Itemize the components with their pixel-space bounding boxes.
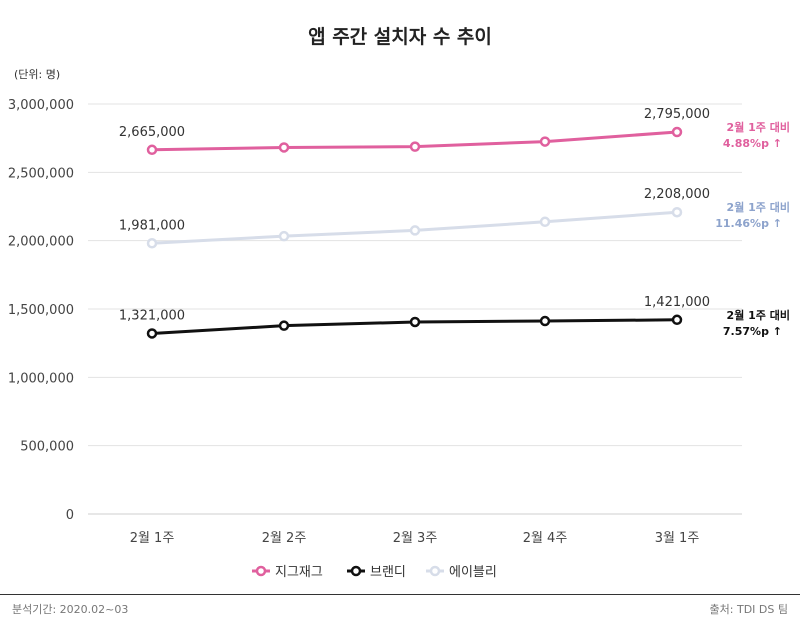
unit-label: (단위: 명) (14, 68, 61, 81)
data-label-last-brandi: 1,421,000 (644, 295, 710, 310)
legend-marker-brandi (350, 565, 362, 577)
series-ably (146, 206, 683, 249)
data-label-first-zigzag: 2,665,000 (119, 125, 185, 140)
data-label-last-zigzag: 2,795,000 (644, 107, 710, 122)
y-axis-ticks: 0 500,000 1,000,000 1,500,000 2,000,000 2,500… (8, 98, 74, 523)
analysis-period: 분석기간: 2020.02~03 (12, 603, 129, 616)
data-label-first-ably: 1,981,000 (119, 218, 185, 233)
y-tick-label: 3,000,000 (8, 98, 74, 113)
legend-label-brandi: 브랜디 (370, 565, 406, 580)
data-label-first-brandi: 1,321,000 (119, 308, 185, 323)
data-point-zigzag (409, 141, 421, 152)
y-tick-label: 500,000 (20, 440, 74, 455)
change-note-ably: 2월 1주 대비 (727, 200, 790, 214)
data-point-brandi (671, 314, 683, 326)
x-tick-label: 3월 1주 (655, 531, 700, 546)
change-notes: 2월 1주 대비 4.88%p ↑ 2월 1주 대비 11.46%p ↑ 2월 1주 대… (715, 120, 790, 338)
x-axis-ticks: 2월 1주 2월 2주 2월 3주 2월 4주 3월 1주 (130, 531, 700, 546)
change-note-value-ably: 11.46%p ↑ (715, 217, 782, 230)
change-note-zigzag: 2월 1주 대비 (727, 120, 790, 134)
x-tick-label: 2월 1주 (130, 531, 175, 546)
x-tick-label: 2월 4주 (523, 531, 568, 546)
data-point-brandi (278, 320, 290, 331)
legend-item-ably: 에이블리 (426, 565, 497, 580)
legend-label-ably: 에이블리 (449, 565, 497, 580)
y-tick-label: 1,000,000 (8, 371, 74, 386)
legend-item-brandi: 브랜디 (347, 565, 406, 580)
legend-marker-ably (429, 565, 441, 577)
data-point-ably (278, 230, 290, 242)
data-point-zigzag (146, 144, 158, 156)
grid-layer (88, 103, 742, 515)
y-tick-label: 0 (66, 508, 74, 523)
series-brandi (146, 314, 683, 339)
data-point-ably (539, 216, 551, 228)
data-point-zigzag (539, 136, 551, 147)
change-note-value-brandi: 7.57%p ↑ (723, 325, 782, 338)
data-point-ably (409, 225, 421, 236)
data-point-zigzag (671, 126, 683, 138)
series-zigzag (146, 126, 683, 156)
legend-marker-zigzag (255, 565, 267, 577)
x-tick-label: 2월 3주 (393, 531, 438, 546)
data-label-last-ably: 2,208,000 (644, 187, 710, 202)
series-layer (146, 126, 683, 339)
y-tick-label: 1,500,000 (8, 303, 74, 318)
data-point-zigzag (278, 142, 290, 153)
footer: 분석기간: 2020.02~03 출처: TDI DS 팀 (0, 594, 800, 631)
chart-title: 앱 주간 설치자 수 추이 (308, 26, 492, 48)
y-tick-label: 2,500,000 (8, 166, 74, 181)
data-point-brandi (146, 328, 158, 339)
data-point-brandi (539, 315, 551, 327)
data-point-ably (671, 206, 683, 218)
change-note-brandi: 2월 1주 대비 (727, 308, 790, 322)
data-labels: 2,665,000 2,795,000 1,981,000 2,208,000 1,32… (119, 107, 710, 323)
line-chart: 0 500,000 1,000,000 1,500,000 2,000,000 2,500… (8, 98, 790, 580)
change-note-value-zigzag: 4.88%p ↑ (723, 137, 782, 150)
x-tick-label: 2월 2주 (262, 531, 307, 546)
data-point-ably (146, 238, 158, 249)
legend: 지그재그 브랜디 에이블리 (252, 565, 497, 580)
y-tick-label: 2,000,000 (8, 235, 74, 250)
legend-item-zigzag: 지그재그 (252, 565, 323, 580)
legend-label-zigzag: 지그재그 (275, 565, 323, 580)
data-point-brandi (409, 316, 421, 328)
source-credit: 출처: TDI DS 팀 (709, 603, 788, 616)
